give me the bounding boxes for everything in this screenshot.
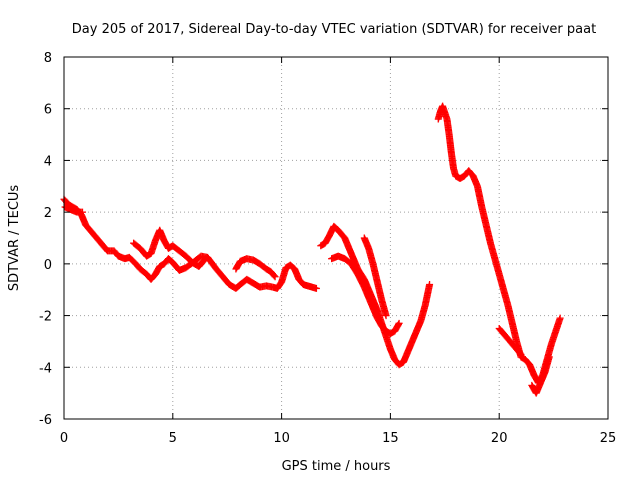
data-point-marker bbox=[382, 312, 390, 320]
data-series-arc-6 bbox=[328, 252, 403, 338]
data-point-marker bbox=[395, 319, 403, 327]
data-series-arc-9 bbox=[495, 325, 525, 358]
data-point-marker bbox=[201, 256, 209, 264]
x-tick-label: 5 bbox=[169, 431, 177, 446]
y-tick-label: 6 bbox=[44, 103, 52, 118]
data-point-marker bbox=[545, 353, 553, 361]
tick-label-layer: 0 5 10 15 20 25 -6 -4 -2 0 2 4 6 8 bbox=[39, 51, 616, 446]
x-tick-label: 25 bbox=[600, 431, 617, 446]
y-axis-label: SDTVAR / TECUs bbox=[7, 185, 22, 292]
x-tick-label: 15 bbox=[382, 431, 399, 446]
x-tick-label: 0 bbox=[60, 431, 68, 446]
x-tick-label: 20 bbox=[491, 431, 508, 446]
y-tick-label: 8 bbox=[44, 51, 52, 66]
data-series-arc-4 bbox=[232, 255, 279, 281]
grid-layer bbox=[64, 57, 608, 419]
data-point-marker bbox=[270, 272, 278, 280]
chart-title: Day 205 of 2017, Sidereal Day-to-day VTE… bbox=[72, 22, 596, 37]
data-point-marker bbox=[78, 208, 86, 216]
y-tick-label: 4 bbox=[44, 154, 52, 169]
data-point-marker bbox=[516, 349, 524, 357]
data-point-marker bbox=[271, 273, 279, 281]
data-series-arc-2 bbox=[61, 203, 86, 216]
x-axis-label: GPS time / hours bbox=[282, 459, 391, 474]
data-point-marker bbox=[312, 284, 320, 292]
data-series-arc-3 bbox=[130, 226, 209, 270]
data-point-marker bbox=[556, 314, 564, 322]
y-tick-label: -6 bbox=[39, 413, 52, 428]
data-point-marker bbox=[426, 281, 434, 289]
y-tick-label: 0 bbox=[44, 258, 52, 273]
plot-frame bbox=[63, 56, 609, 420]
data-series-arc-7 bbox=[360, 234, 390, 320]
y-tick-label: 2 bbox=[44, 206, 52, 221]
tick-layer bbox=[63, 56, 609, 420]
data-point-marker bbox=[517, 350, 525, 358]
data-series-arc-1 bbox=[60, 195, 320, 292]
data-point-marker bbox=[201, 255, 209, 263]
x-tick-label: 10 bbox=[273, 431, 290, 446]
data-series-arc-10 bbox=[528, 353, 553, 397]
y-tick-label: -4 bbox=[39, 361, 52, 376]
data-layer bbox=[60, 102, 564, 397]
y-tick-label: -2 bbox=[39, 310, 52, 325]
